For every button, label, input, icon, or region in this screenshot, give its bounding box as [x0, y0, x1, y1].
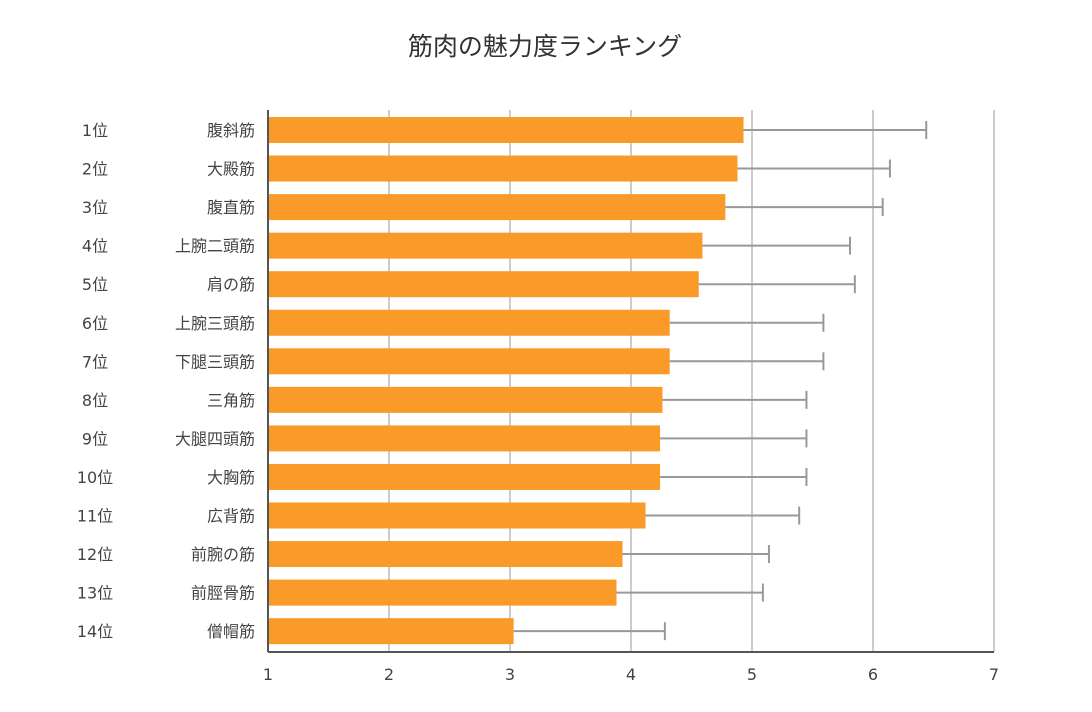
bar	[269, 579, 617, 606]
x-tick-label: 3	[505, 665, 515, 684]
bar	[269, 541, 623, 568]
bar	[269, 348, 670, 375]
bar	[269, 271, 699, 298]
x-tick-label: 2	[384, 665, 394, 684]
bar	[269, 155, 738, 182]
rank-label: 2位	[82, 160, 108, 179]
rank-label: 6位	[82, 314, 108, 333]
category-label: 僧帽筋	[207, 622, 255, 641]
rank-label: 4位	[82, 237, 108, 256]
rank-label: 13位	[77, 584, 113, 603]
category-label: 肩の筋	[207, 275, 255, 294]
x-tick-label: 5	[747, 665, 757, 684]
bar	[269, 194, 726, 221]
rank-label: 8位	[82, 391, 108, 410]
bar	[269, 618, 514, 645]
rank-label: 14位	[77, 622, 113, 641]
x-tick-label: 1	[263, 665, 273, 684]
category-label: 三角筋	[207, 391, 255, 410]
category-label: 腹直筋	[207, 198, 255, 217]
bar	[269, 463, 661, 490]
rank-label: 3位	[82, 198, 108, 217]
x-tick-label: 6	[868, 665, 878, 684]
category-label: 上腕二頭筋	[175, 237, 255, 256]
rank-label: 10位	[77, 468, 113, 487]
rank-label: 9位	[82, 429, 108, 448]
category-label: 腹斜筋	[207, 121, 255, 140]
bar	[269, 309, 670, 336]
rank-label: 12位	[77, 545, 113, 564]
x-tick-label: 7	[989, 665, 999, 684]
rank-label: 5位	[82, 275, 108, 294]
rank-label: 7位	[82, 352, 108, 371]
category-label: 大腿四頭筋	[175, 429, 255, 448]
category-label: 前腕の筋	[191, 545, 255, 564]
x-tick-label: 4	[626, 665, 636, 684]
bar	[269, 117, 744, 143]
category-label: 上腕三頭筋	[175, 314, 255, 333]
rank-label: 1位	[82, 121, 108, 140]
category-label: 前脛骨筋	[191, 584, 255, 603]
bar	[269, 386, 663, 413]
chart-title: 筋肉の魅力度ランキング	[408, 32, 682, 61]
bar	[269, 232, 703, 259]
bar	[269, 502, 646, 529]
category-label: 下腿三頭筋	[175, 352, 255, 371]
bar	[269, 425, 661, 452]
category-label: 広背筋	[207, 507, 255, 526]
category-label: 大殿筋	[207, 160, 255, 179]
rank-label: 11位	[77, 507, 113, 526]
category-label: 大胸筋	[207, 468, 255, 487]
